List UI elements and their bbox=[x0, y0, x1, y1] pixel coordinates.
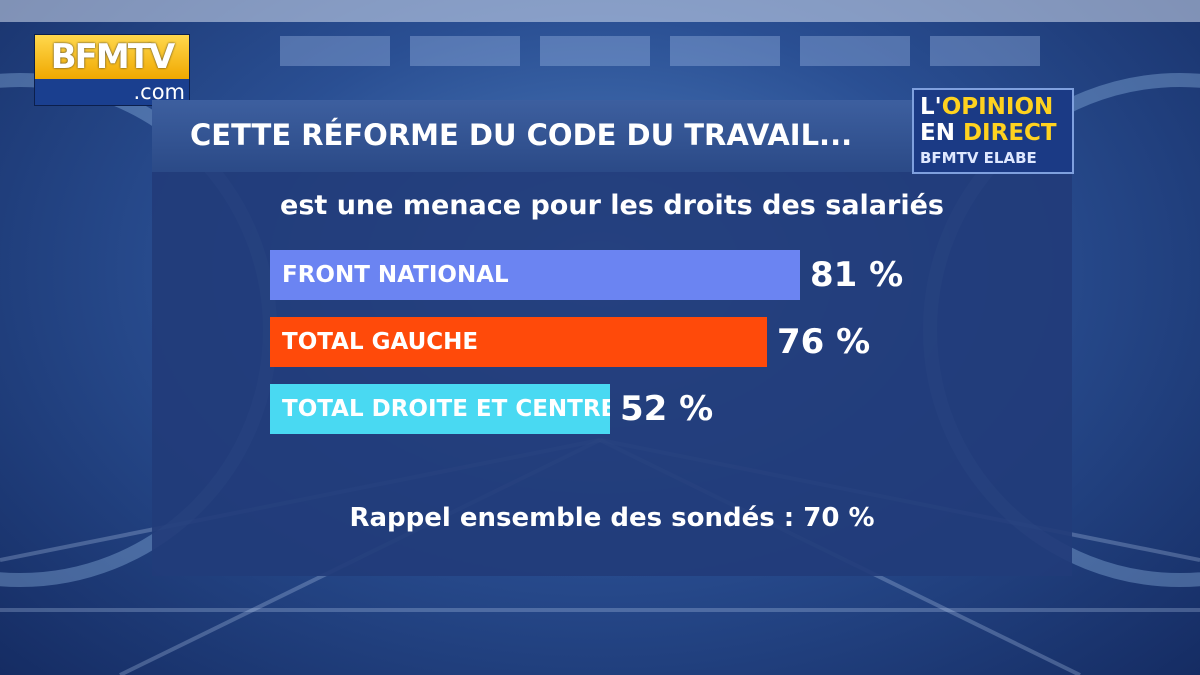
value-label-total-droite-et-centre: 52 % bbox=[620, 389, 714, 429]
chart-title: CETTE RÉFORME DU CODE DU TRAVAIL... bbox=[190, 118, 853, 152]
bar-total-droite-et-centre: TOTAL DROITE ET CENTRE bbox=[270, 384, 610, 434]
value-label-total-gauche: 76 % bbox=[777, 322, 871, 362]
bfmtv-logo: BFMTV .com bbox=[34, 34, 190, 106]
logo-wordmark: BFMTV bbox=[35, 35, 189, 79]
badge-line-3: BFMTV ELABE bbox=[920, 149, 1037, 167]
bar-total-gauche: TOTAL GAUCHE bbox=[270, 317, 767, 367]
bar-front-national: FRONT NATIONAL bbox=[270, 250, 800, 300]
badge-line-2: EN DIRECT bbox=[920, 120, 1057, 146]
chart-subtitle: est une menace pour les droits des salar… bbox=[280, 190, 944, 221]
overall-reminder: Rappel ensemble des sondés : 70 % bbox=[349, 503, 875, 533]
badge-line-1: L'OPINION bbox=[920, 94, 1054, 120]
value-label-front-national: 81 % bbox=[810, 255, 904, 295]
opinion-en-direct-badge: L'OPINION EN DIRECT BFMTV ELABE bbox=[912, 88, 1074, 174]
title-bar bbox=[152, 100, 912, 172]
